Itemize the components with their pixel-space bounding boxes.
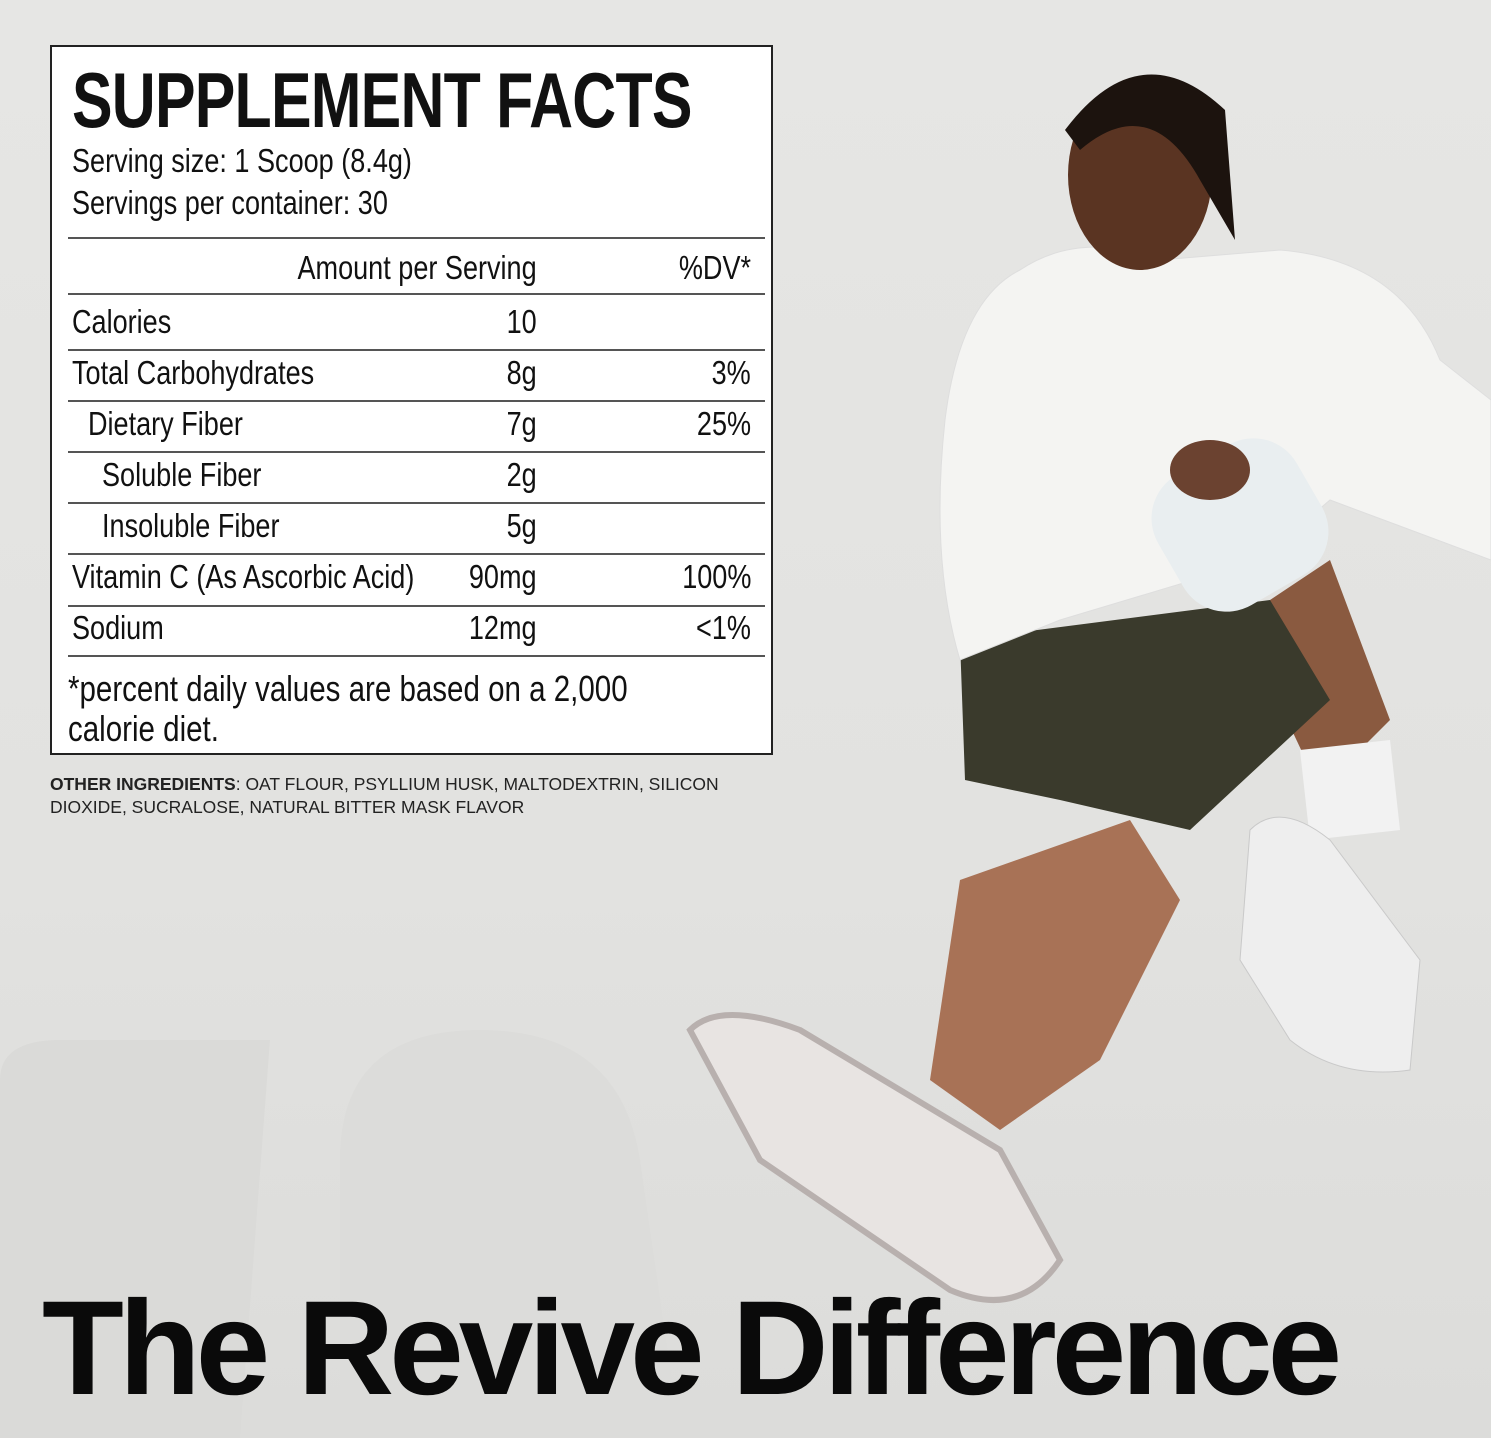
divider: [68, 655, 765, 657]
divider: [68, 605, 765, 607]
servings-per-container: Servings per container: 30: [72, 184, 388, 221]
nutrient-name: Sodium: [72, 609, 164, 646]
facts-row: Dietary Fiber 7g 25%: [68, 399, 765, 449]
divider: [68, 400, 765, 402]
nutrient-name: Insoluble Fiber: [102, 507, 280, 544]
nutrient-amount: 7g: [506, 405, 537, 442]
facts-row: Soluble Fiber 2g: [68, 450, 765, 500]
shoe: [686, 1012, 1064, 1303]
nutrient-dv: <1%: [696, 609, 751, 646]
facts-row: Insoluble Fiber 5g: [68, 501, 765, 551]
nutrient-amount: 8g: [506, 354, 537, 391]
leg: [930, 820, 1180, 1130]
nutrient-name: Total Carbohydrates: [72, 354, 315, 391]
divider: [68, 502, 765, 504]
nutrient-name: Dietary Fiber: [88, 405, 243, 442]
nutrient-name: Soluble Fiber: [102, 456, 262, 493]
facts-row: Total Carbohydrates 8g 3%: [68, 348, 765, 398]
header-row: Amount per Serving %DV*: [68, 243, 765, 293]
bg-shape: [340, 1030, 680, 1438]
header-dv: %DV*: [678, 249, 751, 286]
footnote: *percent daily values are based on a 2,0…: [68, 668, 628, 749]
nutrient-dv: 3%: [711, 354, 751, 391]
nutrient-amount: 12mg: [469, 609, 537, 646]
header-amount: Amount per Serving: [297, 249, 537, 286]
nutrient-name: Calories: [72, 303, 172, 340]
nutrient-amount: 5g: [506, 507, 537, 544]
nutrient-dv: 100%: [681, 558, 751, 595]
facts-row: Sodium 12mg <1%: [68, 603, 765, 653]
ingredients-label: OTHER INGREDIENTS: [50, 774, 236, 794]
divider: [68, 237, 765, 239]
serving-size: Serving size: 1 Scoop (8.4g): [72, 142, 412, 179]
facts-title: SUPPLEMENT FACTS: [72, 56, 692, 144]
bg-shape: [0, 1040, 270, 1438]
ingredients-text: : OAT FLOUR, PSYLLIUM HUSK, MALTODEXTRIN…: [50, 774, 719, 817]
supplement-facts-panel: SUPPLEMENT FACTS Serving size: 1 Scoop (…: [50, 45, 773, 755]
nutrient-amount: 90mg: [469, 558, 537, 595]
nutrient-dv: 25%: [696, 405, 751, 442]
divider: [68, 553, 765, 555]
hair: [1065, 74, 1235, 240]
shorts: [960, 600, 1330, 830]
nutrient-name: Vitamin C (As Ascorbic Acid): [72, 558, 415, 595]
shoe: [1239, 816, 1421, 1073]
sock: [1300, 740, 1400, 840]
facts-row: Vitamin C (As Ascorbic Acid) 90mg 100%: [68, 552, 765, 602]
headline: The Revive Difference: [42, 1274, 1342, 1423]
divider: [68, 293, 765, 295]
facts-row: Calories 10: [68, 297, 765, 347]
divider: [68, 451, 765, 453]
divider: [68, 349, 765, 351]
nutrient-amount: 2g: [506, 456, 537, 493]
other-ingredients: OTHER INGREDIENTS: OAT FLOUR, PSYLLIUM H…: [50, 773, 770, 819]
nutrient-amount: 10: [506, 303, 537, 340]
hand: [1170, 440, 1250, 500]
